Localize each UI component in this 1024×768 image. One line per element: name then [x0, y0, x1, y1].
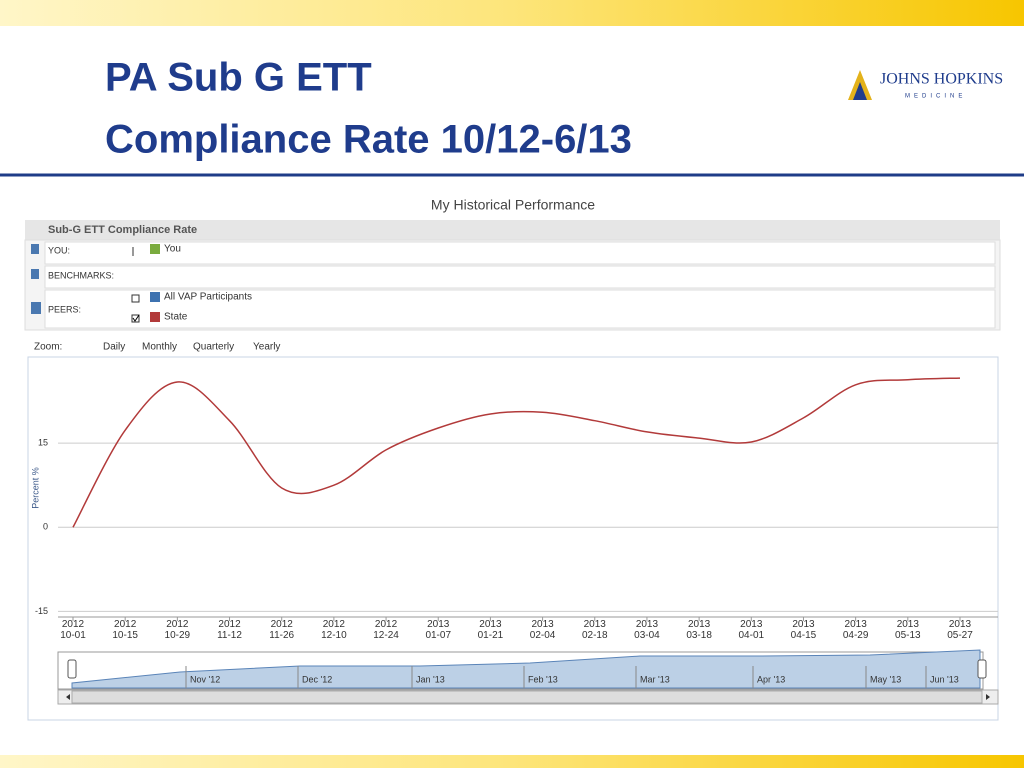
x-tick-label: 2013 04-15 [790, 619, 817, 641]
panel-header [25, 220, 1000, 240]
y-tick-label: 0 [43, 522, 48, 532]
row-label: BENCHMARKS: [48, 270, 114, 280]
line [72, 377, 961, 528]
x-tick-label: 2013 05-27 [947, 619, 973, 641]
logo-subtext: MEDICINE [905, 94, 966, 100]
panel-heading: My Historical Performance [431, 197, 595, 213]
title: Compliance Rate 10/12-6/13 [105, 118, 632, 162]
logo-icon [853, 82, 867, 100]
navigator-label: Nov '12 [190, 674, 220, 684]
row [44, 289, 996, 329]
x-tick-label: 2013 02-18 [581, 619, 608, 641]
navigator-label: Feb '13 [528, 674, 558, 684]
legend-swatch [150, 244, 160, 254]
x-tick-label: 2012 12-10 [321, 619, 347, 641]
navigator-label: Jun '13 [930, 674, 959, 684]
title: PA Sub G ETT [105, 56, 372, 100]
x-tick-label: 2013 02-04 [529, 619, 556, 641]
zoom-label: Zoom: [34, 342, 62, 353]
x-tick-label: 2013 01-21 [477, 619, 504, 641]
checkbox[interactable] [131, 294, 140, 303]
navigator-label: May '13 [870, 674, 901, 684]
scrollbar-thumb[interactable] [71, 690, 983, 704]
x-tick-label: 2013 04-29 [842, 619, 869, 641]
navigator-label: Apr '13 [757, 674, 785, 684]
checkbox[interactable] [131, 314, 140, 323]
x-tick-label: 2012 10-15 [112, 619, 138, 641]
legend-swatch [150, 312, 160, 322]
panel-title: Sub-G ETT Compliance Rate [48, 224, 197, 236]
navigator-label: Dec '12 [302, 674, 332, 684]
logo-text: JOHNS HOPKINS [880, 71, 1003, 88]
row-label: YOU: [48, 245, 70, 255]
row-icon [31, 302, 41, 314]
y-tick-label: 15 [38, 438, 48, 448]
row-label: PEERS: [48, 304, 81, 314]
x-tick-label: 2012 10-01 [60, 619, 86, 641]
x-tick-label: 2013 03-18 [686, 619, 712, 641]
navigator-handle[interactable] [67, 659, 77, 679]
zoom-option[interactable]: Daily [103, 342, 125, 353]
x-tick-label: 2012 11-26 [269, 619, 295, 641]
top-band [0, 0, 1024, 26]
bottom-band [0, 755, 1024, 768]
zoom-option[interactable]: Quarterly [193, 342, 234, 353]
navigator-label: Jan '13 [416, 674, 445, 684]
row-icon [31, 269, 39, 279]
legend-label: You [164, 244, 181, 255]
y-tick-label: -15 [35, 606, 48, 616]
y-axis-label: Percent % [30, 467, 40, 509]
x-tick-label: 2013 04-01 [738, 619, 765, 641]
row [44, 241, 996, 265]
navigator-handle[interactable] [977, 659, 987, 679]
zoom-option[interactable]: Monthly [142, 342, 177, 353]
legend-swatch [150, 292, 160, 302]
row-icon [31, 244, 39, 254]
x-tick-label: 2013 01-07 [425, 619, 452, 641]
legend-label: State [164, 312, 188, 323]
legend-label: All VAP Participants [164, 292, 252, 303]
x-tick-label: 2012 10-29 [164, 619, 191, 641]
x-tick-label: 2012 11-12 [217, 619, 242, 641]
check-mark [132, 314, 140, 322]
zoom-option[interactable]: Yearly [253, 342, 280, 353]
row [44, 265, 996, 289]
navigator-label: Mar '13 [640, 674, 670, 684]
x-tick-label: 2013 03-04 [634, 619, 660, 641]
x-tick-label: 2012 12-24 [373, 619, 399, 641]
x-tick-label: 2013 05-13 [895, 619, 921, 641]
